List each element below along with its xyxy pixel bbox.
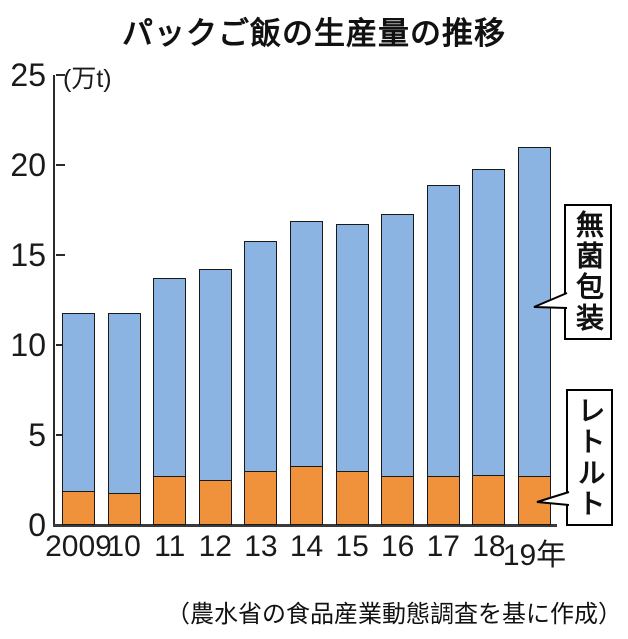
bar-segment-retort: [381, 476, 415, 525]
y-tick-label: 0: [28, 507, 46, 543]
y-tick-label: 15: [10, 237, 46, 273]
bar-segment-aseptic: [107, 312, 141, 493]
y-tick-label: 20: [10, 147, 46, 183]
bar-segment-aseptic: [381, 213, 415, 477]
x-axis-line: [53, 524, 557, 527]
bar-segment-aseptic: [62, 312, 95, 491]
bar-segment-aseptic: [426, 184, 460, 477]
x-tick-label: 11: [154, 530, 186, 563]
bar-segment-aseptic: [518, 147, 551, 477]
x-tick-label: 17: [426, 530, 460, 563]
y-axis-line: [53, 75, 55, 527]
x-tick-label: 15: [335, 530, 369, 563]
chart-title: パックご飯の生産量の推移: [122, 16, 506, 51]
x-tick-label: 14: [289, 530, 324, 563]
y-axis-tick: [56, 74, 65, 76]
bar-segment-aseptic: [244, 240, 278, 471]
aseptic-callout-arrow-icon: [533, 292, 568, 309]
x-tick-label: 13: [244, 530, 278, 563]
x-tick-label: 18: [472, 530, 506, 563]
bar-segment-aseptic: [153, 278, 187, 477]
x-tick-label: 19年: [502, 539, 567, 572]
y-axis-unit-label: (万t): [63, 65, 112, 93]
bar-segment-aseptic: [472, 168, 506, 475]
x-tick-label: 12: [198, 530, 232, 563]
bar-segment-retort: [426, 476, 460, 525]
bar-segment-retort: [335, 471, 369, 525]
y-tick-label: 5: [28, 417, 46, 453]
legend-label-aseptic: 無菌包装: [573, 210, 604, 334]
bar-segment-retort: [107, 492, 141, 525]
x-tick-label: 10: [107, 530, 141, 563]
bar-segment-retort: [290, 465, 323, 525]
y-axis-tick: [56, 254, 65, 256]
bar-segment-retort: [472, 474, 506, 525]
y-tick-label: 10: [10, 327, 46, 363]
y-axis-tick: [56, 434, 65, 436]
bar-segment-aseptic: [198, 269, 232, 480]
bar-segment-aseptic: [290, 220, 323, 466]
bar-segment-aseptic: [335, 224, 369, 471]
legend-label-retort: レトルト: [574, 395, 606, 520]
y-axis-tick: [56, 344, 65, 346]
x-tick-label: 2009: [45, 530, 112, 563]
bar-segment-retort: [62, 490, 95, 525]
source-note: （農水省の食品産業動態調査を基に作成）: [166, 601, 622, 628]
bar-segment-retort: [153, 476, 187, 525]
bar-segment-retort: [244, 471, 278, 525]
retort-callout-arrow-icon: [536, 491, 570, 506]
legend-box-aseptic: 無菌包装: [564, 204, 612, 340]
bar-segment-retort: [198, 480, 232, 525]
y-tick-label: 25: [10, 57, 46, 93]
y-axis-tick: [56, 164, 65, 166]
x-tick-label: 16: [381, 530, 415, 563]
legend-box-retort: レトルト: [566, 389, 613, 526]
